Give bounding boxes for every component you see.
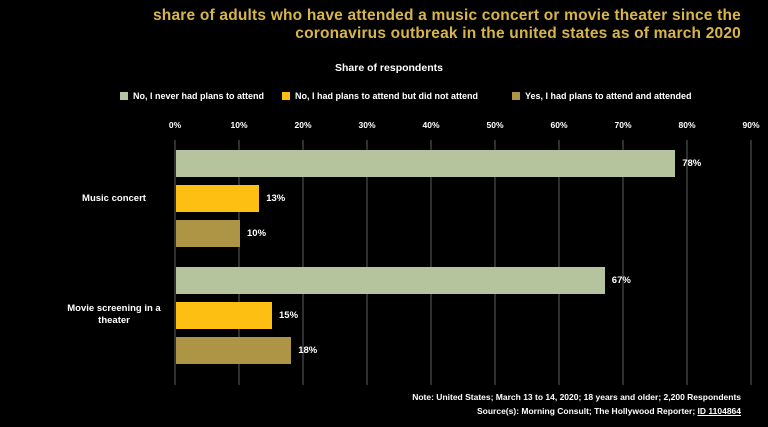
gridline-90% xyxy=(750,140,752,385)
x-tick-70%: 70% xyxy=(614,120,632,130)
bar-movie-theater-series-3 xyxy=(176,337,292,364)
source-line: Source(s): Morning Consult; The Hollywoo… xyxy=(412,405,741,419)
x-tick-30%: 30% xyxy=(358,120,376,130)
bar-movie-theater-series-2 xyxy=(176,302,272,329)
gridline-20% xyxy=(302,140,304,385)
legend-label: Yes, I had plans to attend and attended xyxy=(525,91,692,101)
gridline-70% xyxy=(622,140,624,385)
bar-value-label: 10% xyxy=(247,228,267,239)
legend-item-2: No, I had plans to attend but did not at… xyxy=(282,91,478,101)
gridline-80% xyxy=(686,140,688,385)
x-tick-40%: 40% xyxy=(422,120,440,130)
category-label-music-concert: Music concert xyxy=(82,193,146,204)
bar-value-label: 78% xyxy=(682,158,702,169)
x-tick-60%: 60% xyxy=(550,120,568,130)
bar-value-label: 67% xyxy=(611,275,631,286)
x-tick-10%: 10% xyxy=(230,120,248,130)
bar-value-label: 15% xyxy=(279,310,299,321)
chart-title: share of adults who have attended a musi… xyxy=(0,7,741,43)
source-id-link[interactable]: ID 1104864 xyxy=(697,405,741,416)
source-text: Source(s): Morning Consult; The Hollywoo… xyxy=(476,405,698,416)
x-tick-90%: 90% xyxy=(742,120,760,130)
bar-value-label: 13% xyxy=(266,193,286,204)
gridline-10% xyxy=(238,140,240,385)
x-tick-50%: 50% xyxy=(486,120,504,130)
chart-title-line2: coronavirus outbreak in the united state… xyxy=(295,25,741,42)
note-line: Note: United States; March 13 to 14, 202… xyxy=(412,392,741,402)
bar-movie-theater-series-1 xyxy=(176,267,605,294)
legend-swatch-icon xyxy=(282,92,290,100)
gridline-40% xyxy=(430,140,432,385)
x-tick-20%: 20% xyxy=(294,120,312,130)
legend-swatch-icon xyxy=(512,92,520,100)
bar-value-label: 18% xyxy=(298,345,318,356)
bar-music-concert-series-3 xyxy=(176,220,240,247)
legend-label: No, I never had plans to attend xyxy=(133,91,265,101)
legend-item-1: No, I never had plans to attend xyxy=(120,91,264,101)
bar-music-concert-series-1 xyxy=(176,150,676,177)
x-tick-80%: 80% xyxy=(678,120,696,130)
chart-title-line1: share of adults who have attended a musi… xyxy=(152,7,741,24)
gridline-30% xyxy=(366,140,368,385)
category-label-movie-theater: Movie screening in a theater xyxy=(67,303,161,326)
axis-title: Share of respondents xyxy=(335,62,443,74)
bar-music-concert-series-2 xyxy=(176,185,260,212)
gridline-50% xyxy=(494,140,496,385)
gridline-60% xyxy=(558,140,560,385)
legend-label: No, I had plans to attend but did not at… xyxy=(295,91,478,101)
x-tick-0%: 0% xyxy=(168,120,182,130)
gridline-0% xyxy=(174,140,176,385)
legend-swatch-icon xyxy=(120,92,128,100)
footer-note: Note: United States; March 13 to 14, 202… xyxy=(412,391,741,418)
legend-item-3: Yes, I had plans to attend and attended xyxy=(512,91,692,101)
